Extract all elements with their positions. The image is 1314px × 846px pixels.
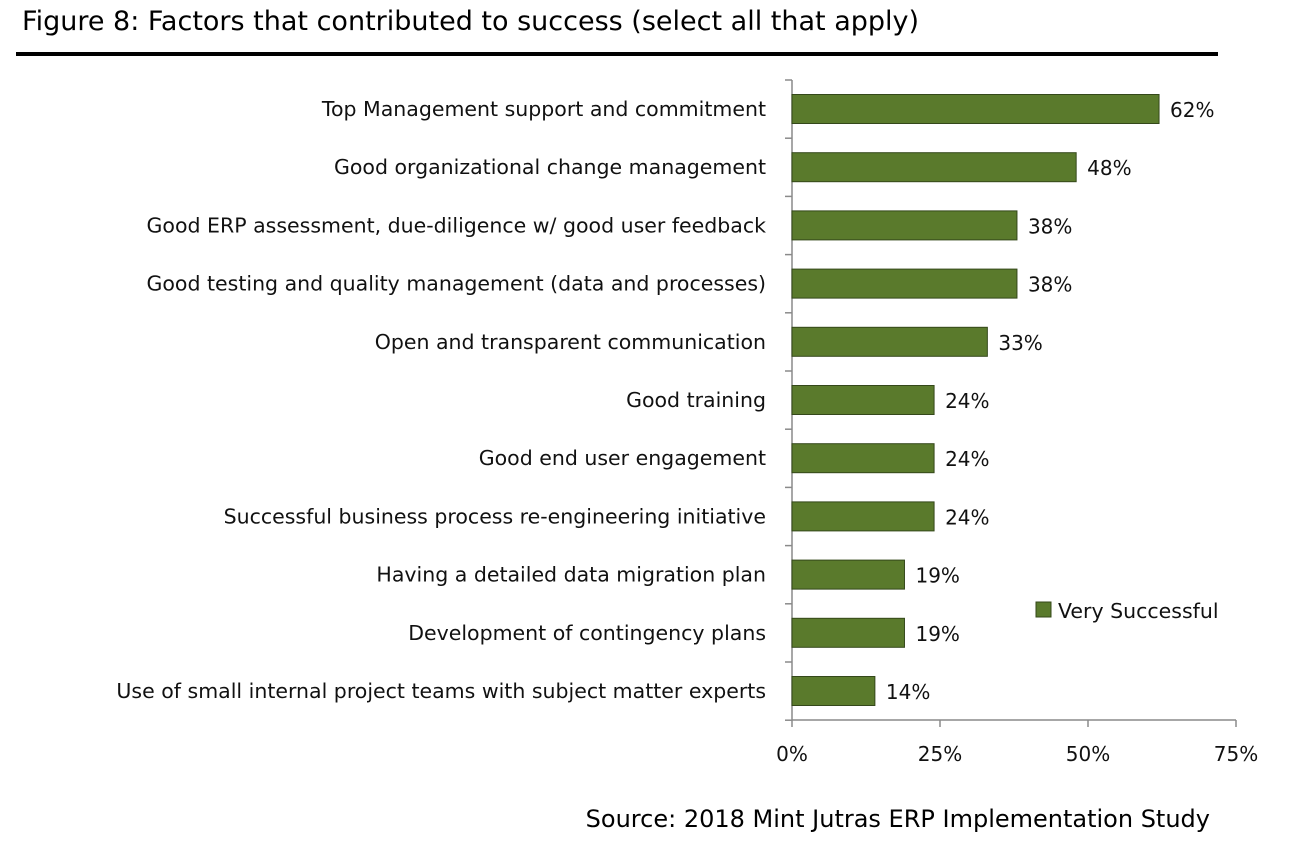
- data-label: 24%: [945, 389, 989, 413]
- bar: [791, 326, 988, 357]
- bar: [791, 268, 1018, 299]
- legend-label: Very Successful: [1058, 599, 1219, 623]
- data-label: 38%: [1028, 273, 1072, 297]
- bar: [791, 152, 1077, 183]
- bar: [791, 210, 1018, 241]
- data-label: 24%: [945, 447, 989, 471]
- category-label: Successful business process re-engineeri…: [224, 504, 766, 528]
- data-label: 19%: [915, 564, 959, 588]
- bar: [791, 94, 1160, 124]
- x-tick-label: 50%: [1066, 742, 1110, 766]
- x-tick-label: 25%: [918, 742, 962, 766]
- data-label: 19%: [915, 622, 959, 646]
- category-label: Development of contingency plans: [408, 621, 766, 645]
- category-label: Good organizational change management: [334, 155, 766, 179]
- category-label: Good training: [626, 388, 766, 412]
- category-label: Top Management support and commitment: [321, 97, 766, 121]
- figure-title: Figure 8: Factors that contributed to su…: [22, 6, 920, 37]
- data-label: 14%: [886, 680, 930, 704]
- category-label: Good testing and quality management (dat…: [147, 272, 767, 296]
- x-tick-label: 75%: [1214, 742, 1258, 766]
- data-label: 24%: [945, 505, 989, 529]
- bar: [791, 617, 905, 648]
- x-tick-label: 0%: [776, 742, 808, 766]
- bar: [791, 443, 935, 474]
- data-label: 38%: [1028, 214, 1072, 238]
- bar: [791, 559, 905, 590]
- category-label: Having a detailed data migration plan: [376, 563, 766, 587]
- legend-swatch: [1035, 601, 1052, 618]
- bar: [791, 676, 876, 706]
- data-label: 48%: [1087, 156, 1131, 180]
- data-label: 62%: [1170, 98, 1214, 122]
- bar: [791, 501, 935, 532]
- source-note: Source: 2018 Mint Jutras ERP Implementat…: [585, 805, 1210, 833]
- category-label: Open and transparent communication: [375, 330, 766, 354]
- bar: [791, 385, 935, 415]
- data-label: 33%: [998, 331, 1042, 355]
- category-label: Use of small internal project teams with…: [116, 679, 766, 703]
- category-label: Good end user engagement: [479, 446, 766, 470]
- category-label: Good ERP assessment, due-diligence w/ go…: [147, 213, 767, 237]
- title-rule: [16, 52, 1218, 56]
